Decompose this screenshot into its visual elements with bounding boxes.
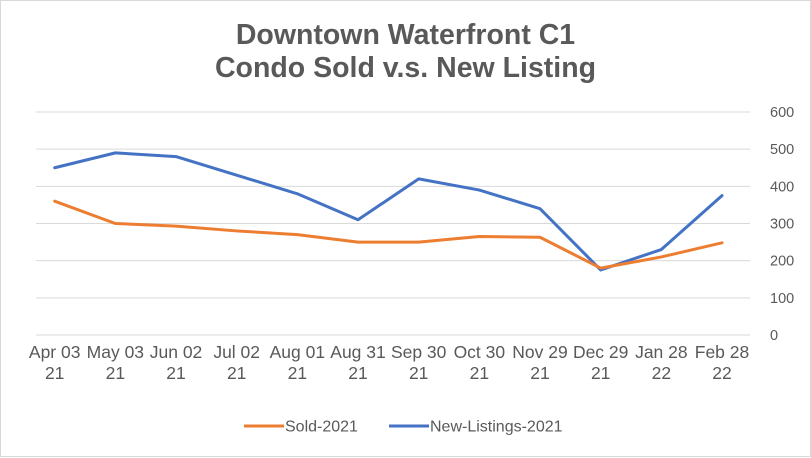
svg-text:Feb 28: Feb 28: [695, 342, 749, 362]
svg-text:Jun 02: Jun 02: [150, 342, 203, 362]
svg-text:200: 200: [770, 254, 794, 270]
svg-text:500: 500: [770, 142, 794, 158]
svg-text:100: 100: [770, 291, 794, 307]
svg-text:21: 21: [470, 363, 489, 383]
svg-text:Dec 29: Dec 29: [573, 342, 628, 362]
svg-text:New-Listings-2021: New-Listings-2021: [430, 419, 563, 436]
svg-text:21: 21: [227, 363, 246, 383]
svg-text:Sold-2021: Sold-2021: [285, 419, 358, 436]
svg-text:21: 21: [409, 363, 428, 383]
svg-text:21: 21: [591, 363, 610, 383]
svg-text:21: 21: [348, 363, 367, 383]
svg-text:Apr 03: Apr 03: [29, 342, 81, 362]
svg-text:Aug 01: Aug 01: [270, 342, 325, 362]
svg-text:22: 22: [652, 363, 671, 383]
svg-text:21: 21: [166, 363, 185, 383]
svg-text:Jul 02: Jul 02: [213, 342, 260, 362]
svg-text:21: 21: [106, 363, 125, 383]
svg-text:Jan 28: Jan 28: [635, 342, 688, 362]
svg-text:21: 21: [530, 363, 549, 383]
svg-text:0: 0: [770, 328, 778, 344]
svg-text:21: 21: [288, 363, 307, 383]
svg-text:22: 22: [712, 363, 731, 383]
svg-text:May 03: May 03: [87, 342, 144, 362]
svg-text:300: 300: [770, 217, 794, 233]
svg-text:Sep 30: Sep 30: [391, 342, 447, 362]
svg-text:Nov 29: Nov 29: [512, 342, 567, 362]
svg-text:Oct 30: Oct 30: [454, 342, 506, 362]
svg-text:21: 21: [45, 363, 64, 383]
svg-text:400: 400: [770, 179, 794, 195]
svg-text:Aug 31: Aug 31: [330, 342, 385, 362]
svg-text:600: 600: [770, 105, 794, 121]
